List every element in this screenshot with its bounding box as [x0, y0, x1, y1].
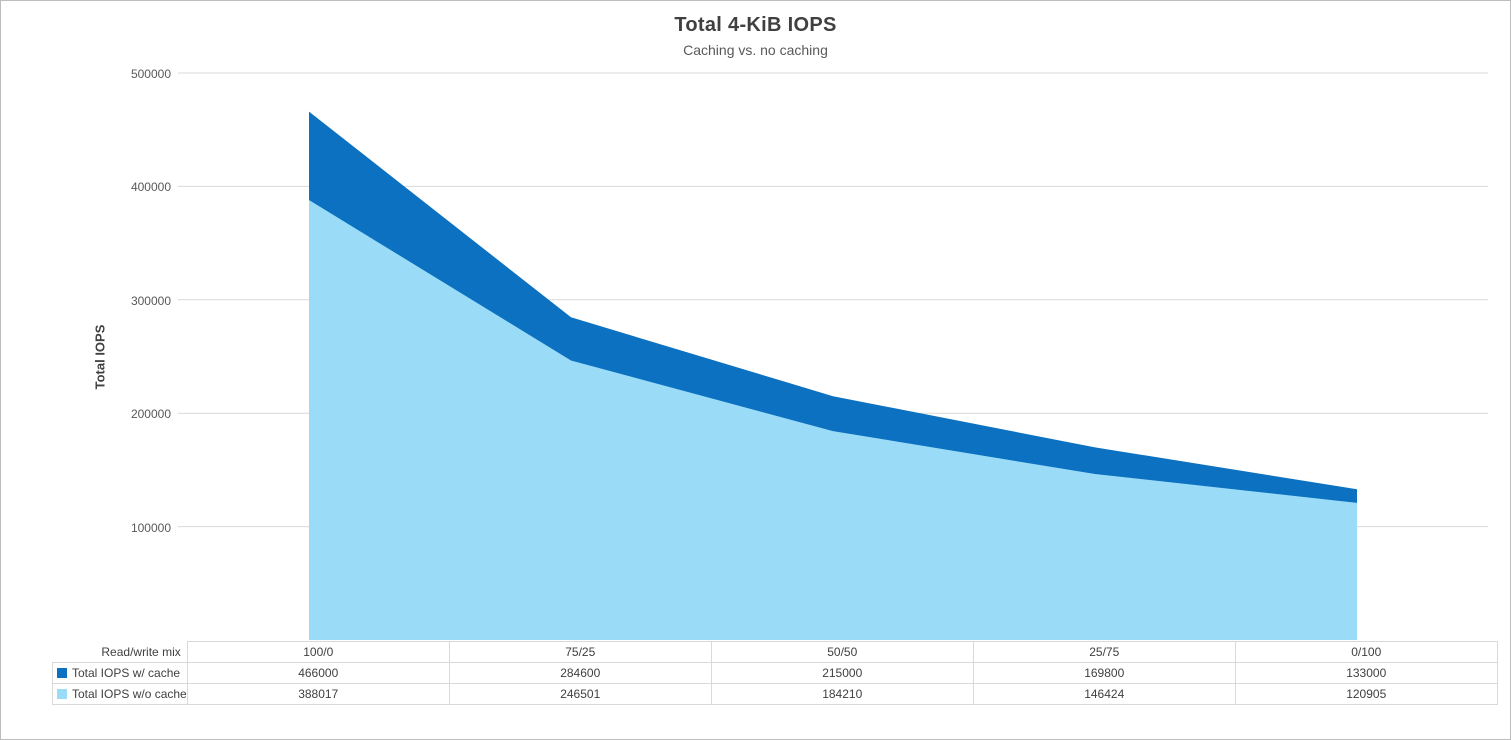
- value-cell: 184210: [710, 683, 974, 705]
- series-label: Total IOPS w/ cache: [72, 666, 181, 680]
- table-row-with-cache: Total IOPS w/ cache 466000 284600 215000…: [52, 662, 1498, 684]
- y-tick-label: 100000: [130, 521, 171, 535]
- table-header-row: Read/write mix 100/0 75/25 50/50 25/75 0…: [53, 641, 1498, 663]
- y-tick-label: 400000: [130, 180, 171, 194]
- y-tick-label: 500000: [130, 67, 171, 81]
- y-tick-label: 300000: [130, 294, 171, 308]
- series-label: Total IOPS w/o cache: [72, 687, 187, 701]
- category-cell: 50/50: [710, 641, 974, 663]
- value-cell: 146424: [972, 683, 1236, 705]
- value-cell: 215000: [710, 662, 974, 684]
- category-cell: 100/0: [186, 641, 450, 663]
- data-table: Read/write mix 100/0 75/25 50/50 25/75 0…: [52, 641, 1498, 705]
- value-cell: 284600: [448, 662, 712, 684]
- value-cell: 169800: [972, 662, 1236, 684]
- y-tick-label: 200000: [130, 407, 171, 421]
- without-cache-legend-swatch-icon: [57, 689, 67, 699]
- category-cell: 0/100: [1234, 641, 1498, 663]
- legend-cell-without-cache: Total IOPS w/o cache: [52, 683, 188, 705]
- chart-subtitle: Caching vs. no caching: [683, 42, 828, 58]
- category-cell: 75/25: [448, 641, 712, 663]
- legend-cell-with-cache: Total IOPS w/ cache: [52, 662, 188, 684]
- chart-title: Total 4-KiB IOPS: [674, 14, 837, 36]
- value-cell: 120905: [1234, 683, 1498, 705]
- value-cell: 466000: [186, 662, 450, 684]
- value-cell: 388017: [186, 683, 450, 705]
- x-axis-row-header: Read/write mix: [101, 644, 181, 659]
- category-cell: 25/75: [972, 641, 1236, 663]
- table-row-without-cache: Total IOPS w/o cache 388017 246501 18421…: [52, 683, 1498, 705]
- value-cell: 133000: [1234, 662, 1498, 684]
- value-cell: 246501: [448, 683, 712, 705]
- with-cache-legend-swatch-icon: [57, 668, 67, 678]
